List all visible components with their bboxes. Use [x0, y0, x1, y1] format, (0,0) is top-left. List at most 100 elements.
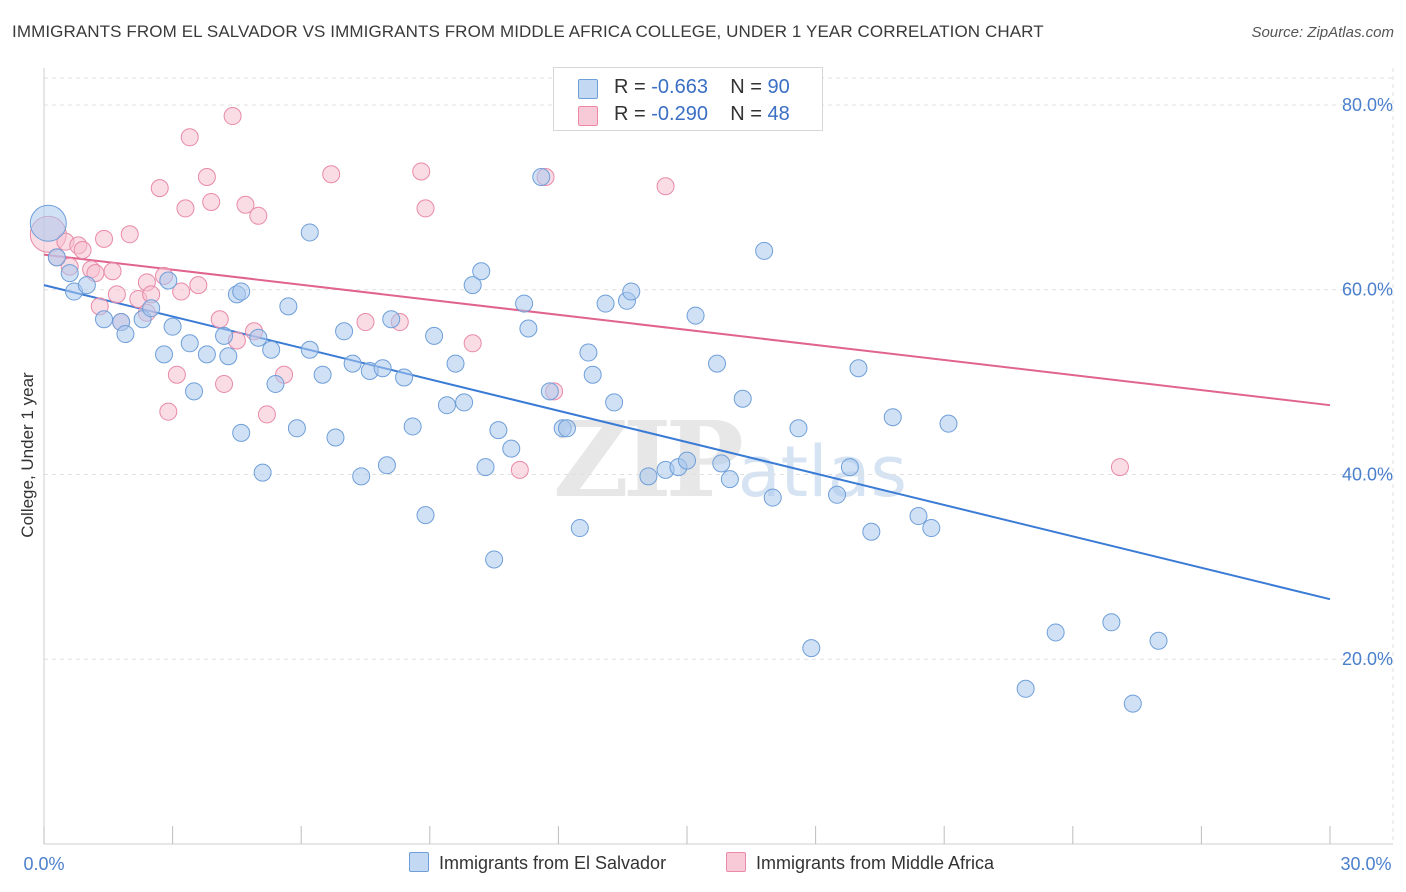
data-point-middle-africa: [223, 107, 242, 126]
data-point-el-salvador: [116, 325, 135, 344]
data-point-el-salvador: [720, 470, 739, 489]
legend-r-value: -0.663: [651, 76, 708, 98]
data-point-el-salvador: [29, 204, 67, 242]
data-point-el-salvador: [862, 522, 881, 541]
data-point-middle-africa: [510, 460, 529, 479]
data-point-el-salvador: [922, 519, 941, 538]
data-point-el-salvador: [377, 456, 396, 475]
data-point-el-salvador: [95, 310, 114, 329]
data-point-middle-africa: [103, 262, 122, 281]
data-point-el-salvador: [373, 359, 392, 378]
data-point-middle-africa: [412, 162, 431, 181]
trend-line-middle-africa: [43, 253, 1331, 407]
data-point-el-salvador: [733, 389, 752, 408]
legend-swatch-blue: [578, 79, 598, 99]
data-point-el-salvador: [502, 439, 521, 458]
data-point-el-salvador: [326, 428, 345, 447]
data-point-middle-africa: [202, 192, 221, 211]
legend-swatch-pink: [578, 106, 598, 126]
data-point-middle-africa: [176, 199, 195, 218]
bottom-legend-swatch-blue: [409, 852, 429, 872]
axes: [43, 68, 1393, 845]
data-point-middle-africa: [95, 229, 114, 248]
data-point-el-salvador: [180, 334, 199, 353]
data-point-middle-africa: [463, 334, 482, 353]
data-point-el-salvador: [232, 423, 251, 442]
x-tick-label-max: 30.0%: [1340, 854, 1391, 874]
data-point-el-salvador: [382, 310, 401, 329]
correlation-legend: R = -0.663 N = 90 R = -0.290 N = 48: [553, 67, 823, 131]
legend-n-value: 90: [767, 76, 790, 98]
legend-r-label: R =: [614, 76, 646, 98]
data-point-middle-africa: [180, 128, 199, 147]
watermark: ZIPatlas: [553, 398, 907, 521]
data-point-el-salvador: [142, 299, 161, 318]
data-point-el-salvador: [639, 467, 658, 486]
data-point-el-salvador: [352, 467, 371, 486]
data-point-middle-africa: [73, 240, 92, 259]
data-point-el-salvador: [313, 365, 332, 384]
data-point-el-salvador: [159, 271, 178, 290]
data-point-el-salvador: [163, 317, 182, 336]
data-point-el-salvador: [47, 248, 66, 267]
data-point-el-salvador: [540, 382, 559, 401]
legend-r-value: -0.290: [651, 103, 708, 125]
data-point-el-salvador: [840, 458, 859, 477]
data-point-el-salvador: [1149, 631, 1168, 650]
data-point-el-salvador: [1123, 694, 1142, 713]
data-point-el-salvador: [232, 282, 251, 301]
data-point-el-salvador: [249, 328, 268, 347]
data-point-el-salvador: [476, 458, 495, 477]
data-point-middle-africa: [656, 177, 675, 196]
data-point-el-salvador: [828, 485, 847, 504]
data-point-el-salvador: [472, 262, 491, 281]
chart-title: IMMIGRANTS FROM EL SALVADOR VS IMMIGRANT…: [12, 22, 1044, 41]
bottom-legend-middle-africa: Immigrants from Middle Africa: [726, 852, 994, 874]
data-point-el-salvador: [489, 421, 508, 440]
y-tick-label: 80.0%: [1342, 95, 1393, 115]
data-point-el-salvador: [485, 550, 504, 569]
data-point-el-salvador: [570, 519, 589, 538]
data-point-el-salvador: [197, 345, 216, 364]
data-point-el-salvador: [789, 419, 808, 438]
bottom-legend-label-el-salvador: Immigrants from El Salvador: [439, 853, 667, 873]
data-point-el-salvador: [678, 451, 696, 470]
x-tick-label-min: 0.0%: [23, 854, 64, 874]
data-point-el-salvador: [185, 382, 204, 401]
data-point-middle-africa: [236, 195, 255, 214]
data-point-el-salvador: [1016, 679, 1035, 698]
data-point-el-salvador: [686, 306, 705, 325]
data-point-el-salvador: [622, 282, 641, 301]
data-point-middle-africa: [356, 313, 375, 332]
y-tick-label: 40.0%: [1342, 464, 1393, 484]
data-point-el-salvador: [437, 396, 456, 415]
data-point-middle-africa: [159, 402, 178, 421]
data-point-el-salvador: [596, 294, 615, 313]
data-point-middle-africa: [189, 276, 208, 295]
data-point-el-salvador: [343, 354, 362, 373]
data-point-el-salvador: [763, 488, 782, 507]
data-point-middle-africa: [172, 282, 191, 301]
data-point-el-salvador: [883, 408, 902, 427]
data-point-el-salvador: [605, 393, 624, 412]
watermark-zip: ZIP: [553, 398, 744, 521]
series-middle-africa-points: [29, 107, 1129, 479]
series-el-salvador-points: [29, 168, 1168, 713]
data-point-el-salvador: [463, 276, 482, 295]
data-point-el-salvador: [219, 347, 238, 366]
data-point-el-salvador: [253, 463, 272, 482]
data-point-el-salvador: [532, 168, 551, 187]
data-point-el-salvador: [425, 326, 444, 345]
data-point-el-salvador: [300, 340, 319, 359]
data-point-el-salvador: [60, 264, 79, 283]
data-point-el-salvador: [279, 297, 298, 316]
data-point-el-salvador: [579, 343, 598, 362]
data-point-el-salvador: [215, 326, 234, 345]
data-point-el-salvador: [395, 368, 414, 387]
legend-n-label: N =: [730, 76, 762, 98]
data-point-middle-africa: [215, 374, 234, 393]
data-point-middle-africa: [249, 206, 268, 225]
data-point-middle-africa: [120, 225, 139, 244]
data-point-middle-africa: [197, 168, 216, 187]
